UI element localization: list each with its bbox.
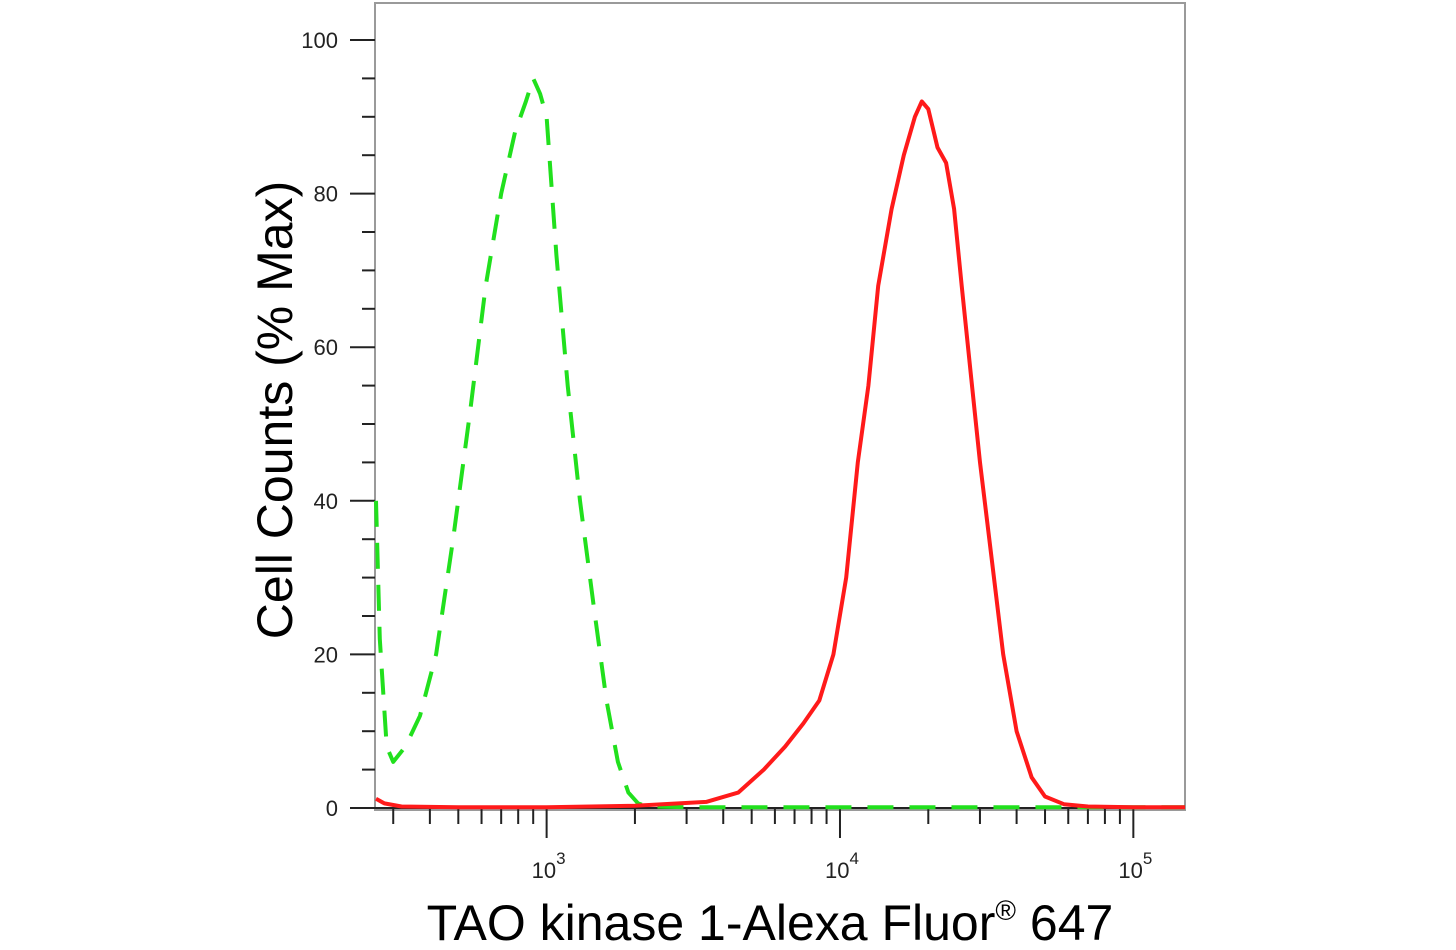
y-tick-label: 0 — [326, 796, 338, 821]
x-axis-title-superscript: ® — [995, 895, 1016, 926]
plot-frame — [374, 2, 1186, 811]
x-tick-label: 103 — [532, 849, 566, 883]
y-tick-label: 100 — [301, 28, 338, 53]
series-layer — [374, 76, 1185, 810]
series-line-control — [374, 76, 1185, 810]
y-tick-label: 40 — [314, 489, 338, 514]
y-tick-label: 20 — [314, 642, 338, 667]
x-axis-title: TAO kinase 1-Alexa Fluor® 647 — [427, 895, 1114, 950]
x-tick-label: 105 — [1118, 849, 1152, 883]
x-axis-title-main: TAO kinase 1-Alexa Fluor — [427, 895, 996, 950]
y-axis-title: Cell Counts (% Max) — [247, 181, 303, 639]
x-axis: 103 104 105 — [350, 807, 1185, 883]
x-axis-title-suffix: 647 — [1016, 895, 1113, 950]
series-line-sample — [375, 99, 1185, 810]
y-tick-label: 80 — [314, 182, 338, 207]
y-axis: 0 20 40 60 80 100 — [301, 28, 375, 821]
x-tick-label: 104 — [825, 849, 859, 883]
y-tick-label: 60 — [314, 335, 338, 360]
